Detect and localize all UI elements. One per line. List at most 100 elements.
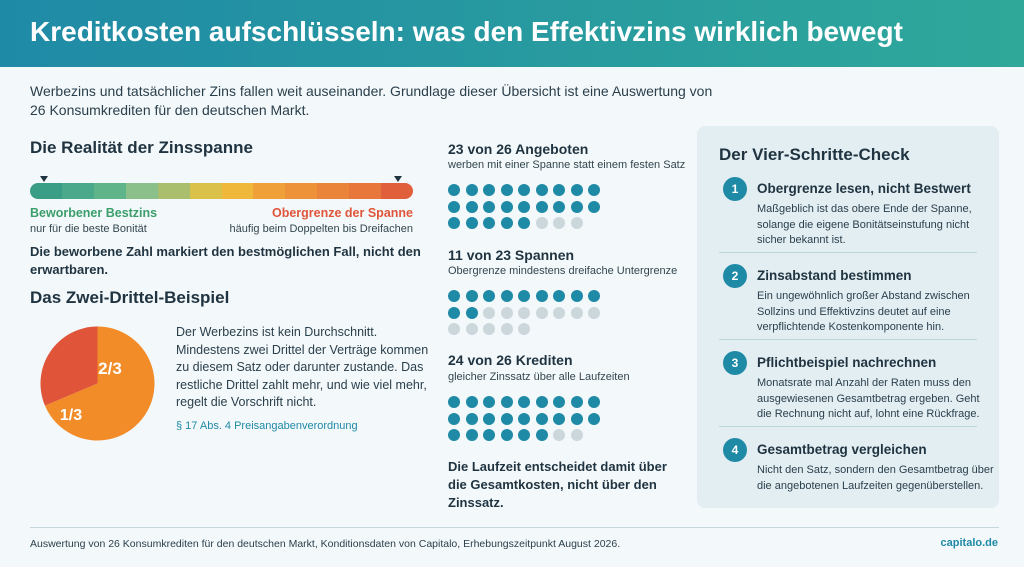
dot-empty: [448, 323, 460, 335]
spread-bar-segment: [125, 183, 158, 199]
dot-filled: [483, 429, 495, 441]
stat-1-title: 23 von 26 Angeboten: [448, 141, 589, 157]
step-2-body: Ein ungewöhnlich großer Abstand zwischen…: [757, 290, 970, 333]
dot-filled: [465, 396, 478, 408]
dot-filled: [518, 184, 530, 196]
dot-filled: [500, 396, 513, 408]
step-2-title: Zinsabstand bestimmen: [757, 268, 912, 283]
dot-filled: [465, 184, 478, 196]
dot-filled: [448, 217, 460, 229]
dot-filled: [588, 200, 600, 213]
dot-filled: [465, 306, 478, 319]
dot-filled: [535, 396, 548, 408]
dot-filled: [535, 184, 548, 196]
step-4-title: Gesamtbetrag vergleichen: [757, 442, 927, 457]
spread-low-sub: nur für die beste Bonität: [30, 223, 147, 235]
divider: [719, 426, 977, 427]
dot-empty: [518, 306, 530, 319]
header-banner: Kreditkosten aufschlüsseln: was den Effe…: [0, 0, 1024, 67]
pie-description: Der Werbezins ist kein Durchschnitt. Min…: [176, 325, 429, 409]
step-3-number: 3: [723, 351, 747, 375]
dot-filled: [570, 396, 583, 408]
spread-bar-segment: [189, 183, 222, 199]
step-4-number: 4: [723, 438, 747, 462]
dot-filled: [553, 184, 565, 196]
stat-3-sub: gleicher Zinssatz über alle Laufzeiten: [448, 371, 630, 383]
dot-empty: [465, 323, 478, 335]
footer-brand-link[interactable]: capitalo.de: [940, 537, 998, 549]
dot-filled: [448, 306, 460, 319]
dot-filled: [483, 412, 495, 425]
dot-empty: [500, 306, 513, 319]
dot-filled: [465, 412, 478, 425]
step-3-body: Monatsrate mal Anzahl der Raten muss den…: [757, 377, 980, 420]
spread-bar-segment: [30, 183, 62, 199]
spread-bar-segment: [317, 183, 350, 199]
dot-filled: [588, 184, 600, 196]
dot-filled: [553, 200, 565, 213]
dot-filled: [500, 429, 513, 441]
dot-filled: [535, 429, 548, 441]
pie-label-big: 2/3: [98, 359, 122, 378]
dot-filled: [500, 184, 513, 196]
footer-divider: [30, 527, 999, 528]
dot-empty: [570, 429, 583, 441]
dot-filled: [465, 429, 478, 441]
dot-filled: [448, 429, 460, 441]
spread-bar-segment: [157, 183, 190, 199]
dot-filled: [535, 412, 548, 425]
spread-bar-segment: [285, 183, 318, 199]
pie-label-small: 1/3: [60, 407, 82, 424]
dot-empty: [570, 217, 583, 229]
checklist-panel: Der Vier-Schritte-Check 1 Obergrenze les…: [697, 126, 999, 508]
stat-1-dots: [448, 184, 608, 234]
duration-note: Die Laufzeit entscheidet damit über die …: [448, 459, 667, 510]
spread-title: Die Realität der Zinsspanne: [30, 138, 253, 157]
dot-filled: [483, 290, 495, 302]
dot-empty: [588, 306, 600, 319]
spread-bar-segment: [93, 183, 126, 199]
step-3-title: Pflichtbeispiel nachrechnen: [757, 355, 937, 370]
low-marker-icon: [40, 176, 48, 182]
dot-filled: [465, 200, 478, 213]
dot-filled: [518, 412, 530, 425]
page-title: Kreditkosten aufschlüsseln: was den Effe…: [30, 16, 903, 47]
spread-bar-segment: [253, 183, 286, 199]
dot-filled: [518, 396, 530, 408]
dot-filled: [553, 290, 565, 302]
dot-filled: [483, 184, 495, 196]
spread-high-sub: häufig beim Doppelten bis Dreifachen: [229, 223, 413, 235]
dot-filled: [500, 290, 513, 302]
dot-filled: [483, 217, 495, 229]
stat-2-title: 11 von 23 Spannen: [448, 247, 575, 263]
dot-empty: [483, 306, 495, 319]
dot-filled: [535, 290, 548, 302]
dot-filled: [588, 396, 600, 408]
divider: [719, 252, 977, 253]
high-marker-icon: [394, 176, 402, 182]
dot-filled: [448, 396, 460, 408]
pie-title: Das Zwei-Drittel-Beispiel: [30, 288, 230, 307]
stat-3-dots: [448, 396, 608, 446]
spread-bar-segment: [349, 183, 382, 199]
step-4-body: Nicht den Satz, sondern den Gesamtbetrag…: [757, 464, 994, 492]
dot-filled: [500, 217, 513, 229]
footer-source: Auswertung von 26 Konsumkrediten für den…: [30, 538, 621, 550]
dot-empty: [535, 306, 548, 319]
dot-filled: [448, 412, 460, 425]
dot-filled: [570, 412, 583, 425]
spread-bar-segment: [221, 183, 254, 199]
spread-gradient-bar: [30, 183, 413, 199]
dot-filled: [570, 184, 583, 196]
dot-empty: [483, 323, 495, 335]
dot-empty: [500, 323, 513, 335]
dot-filled: [588, 412, 600, 425]
dot-filled: [570, 200, 583, 213]
spread-high-label: Obergrenze der Spanne: [271, 206, 413, 220]
spread-bar-segment: [381, 183, 413, 199]
spread-bar-segment: [61, 183, 94, 199]
pie-source-link[interactable]: § 17 Abs. 4 Preisangabenverordnung: [176, 420, 358, 432]
dot-filled: [518, 290, 530, 302]
dot-empty: [553, 429, 565, 441]
dot-filled: [448, 290, 460, 302]
